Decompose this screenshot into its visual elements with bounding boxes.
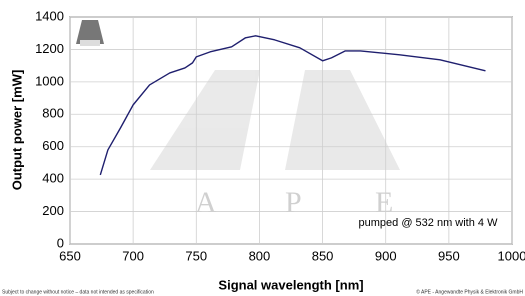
y-tick-label: 1200 (35, 41, 64, 56)
footer-right: © APE - Angewandte Physik & Elektronik G… (416, 288, 523, 295)
y-tick-label: 1000 (35, 73, 64, 88)
y-tick-label: 600 (42, 138, 64, 153)
svg-text:E: E (375, 186, 393, 219)
x-tick-label: 650 (59, 248, 81, 263)
y-tick-label: 200 (42, 203, 64, 218)
x-tick-label: 750 (185, 248, 207, 263)
x-tick-label: 900 (375, 248, 397, 263)
x-tick-label: 1000 (498, 248, 525, 263)
y-axis-title: Output power [mW] (9, 70, 24, 191)
svg-text:P: P (285, 186, 302, 219)
x-tick-label: 950 (438, 248, 460, 263)
y-tick-label: 1400 (35, 8, 64, 23)
x-tick-label: 700 (122, 248, 144, 263)
annotation: pumped @ 532 nm with 4 W (359, 217, 499, 229)
x-tick-label: 800 (249, 248, 271, 263)
chart: A P E pumped @ 532 nm with 4 W Signal wa… (0, 0, 525, 296)
svg-text:A: A (195, 186, 217, 219)
footer-left: Subject to change without notice – data … (2, 289, 154, 295)
x-axis-title: Signal wavelength [nm] (218, 277, 363, 292)
x-tick-label: 850 (312, 248, 334, 263)
y-tick-label: 400 (42, 171, 64, 186)
y-tick-label: 800 (42, 106, 64, 121)
